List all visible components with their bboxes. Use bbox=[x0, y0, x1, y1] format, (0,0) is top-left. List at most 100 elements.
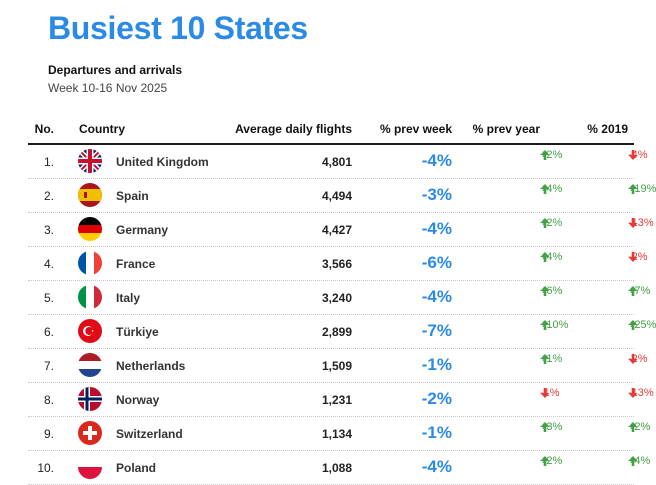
arrow-down-icon bbox=[540, 388, 550, 398]
country-name: Netherlands bbox=[116, 359, 186, 373]
country-name: Germany bbox=[116, 223, 169, 237]
rank-number: 5. bbox=[43, 291, 54, 305]
table-row: 2. Spain 4,494 -3% +4% +19% bbox=[28, 179, 656, 213]
vs-2019-value: -13% bbox=[628, 217, 654, 229]
arrow-down-icon bbox=[628, 252, 638, 262]
switzerland-flag-icon bbox=[78, 421, 102, 445]
prev-year-value: +2% bbox=[540, 149, 563, 161]
vs-2019-value: +19% bbox=[628, 183, 656, 195]
country-name: Switzerland bbox=[116, 427, 183, 441]
avg-daily-flights: 4,427 bbox=[321, 223, 352, 237]
avg-daily-flights: 1,134 bbox=[321, 427, 352, 441]
arrow-up-icon bbox=[628, 286, 638, 296]
prev-week-change: -1% bbox=[421, 355, 452, 374]
table-row: 8. Norway 1,231 -2% -1% -13% bbox=[28, 383, 654, 417]
vs-2019-value: +7% bbox=[628, 285, 651, 297]
spain-flag-icon bbox=[78, 183, 102, 207]
table-row: 6. Türkiye 2,899 -7% +10% +25% bbox=[28, 315, 656, 349]
vs-2019-value: +2% bbox=[628, 421, 651, 433]
arrow-up-icon bbox=[628, 320, 638, 330]
prev-year-value: -1% bbox=[540, 387, 560, 399]
avg-daily-flights: 3,240 bbox=[321, 291, 352, 305]
country-name: Poland bbox=[116, 461, 157, 475]
states-table: No. Country Average daily flights % prev… bbox=[28, 116, 656, 485]
vs-2019-value: +25% bbox=[628, 319, 656, 331]
header-country: Country bbox=[79, 122, 125, 136]
prev-week-change: -2% bbox=[421, 389, 452, 408]
vs-2019-value: +4% bbox=[628, 455, 651, 467]
table-row: 9. Switzerland 1,134 -1% +3% +2% bbox=[28, 417, 650, 451]
arrow-up-icon bbox=[540, 184, 550, 194]
prev-week-change: -3% bbox=[421, 185, 452, 204]
prev-week-change: -4% bbox=[421, 151, 452, 170]
rank-number: 1. bbox=[43, 155, 54, 169]
prev-year-value: +1% bbox=[540, 353, 563, 365]
arrow-up-icon bbox=[540, 218, 550, 228]
prev-year-value: +2% bbox=[540, 217, 563, 229]
rank-number: 4. bbox=[43, 257, 54, 271]
page-subtitle: Departures and arrivals bbox=[48, 63, 183, 77]
rank-number: 6. bbox=[43, 325, 54, 339]
avg-daily-flights: 1,231 bbox=[321, 393, 352, 407]
avg-daily-flights: 4,801 bbox=[321, 155, 352, 169]
poland-flag-icon bbox=[78, 455, 102, 479]
netherlands-flag-icon bbox=[78, 353, 102, 377]
period-label: Week 10-16 Nov 2025 bbox=[48, 81, 168, 95]
table-row: 7. Netherlands 1,509 -1% +1% -2% bbox=[28, 349, 648, 383]
vs-2019-value: -13% bbox=[628, 387, 654, 399]
rank-number: 7. bbox=[43, 359, 54, 373]
arrow-up-icon bbox=[628, 422, 638, 432]
rank-number: 2. bbox=[43, 189, 54, 203]
prev-year-value: +10% bbox=[540, 319, 569, 331]
prev-year-value: +2% bbox=[540, 455, 563, 467]
table-header: No. Country Average daily flights % prev… bbox=[28, 116, 634, 145]
arrow-down-icon bbox=[628, 354, 638, 364]
table-row: 10. Poland 1,088 -4% +2% +4% bbox=[28, 451, 650, 485]
avg-daily-flights: 2,899 bbox=[321, 325, 352, 339]
prev-week-change: -6% bbox=[421, 253, 452, 272]
prev-week-change: -7% bbox=[421, 321, 452, 340]
header-prev-week: % prev week bbox=[379, 122, 452, 136]
country-name: Türkiye bbox=[116, 325, 159, 339]
rank-number: 10. bbox=[37, 461, 54, 475]
prev-week-change: -4% bbox=[421, 457, 452, 476]
germany-flag-icon bbox=[78, 217, 102, 241]
norway-flag-icon bbox=[78, 387, 102, 411]
arrow-down-icon bbox=[628, 150, 638, 160]
country-name: United Kingdom bbox=[116, 155, 209, 169]
arrow-down-icon bbox=[628, 388, 638, 398]
table-row: 4. France 3,566 -6% +4% -2% bbox=[28, 247, 648, 281]
header-avg: Average daily flights bbox=[235, 122, 352, 136]
arrow-up-icon bbox=[540, 320, 550, 330]
page-title: Busiest 10 States bbox=[48, 10, 308, 46]
arrow-up-icon bbox=[628, 456, 638, 466]
prev-year-value: +3% bbox=[540, 421, 563, 433]
arrow-up-icon bbox=[540, 456, 550, 466]
italy-flag-icon bbox=[78, 285, 102, 309]
rank-number: 9. bbox=[43, 427, 54, 441]
table-row: 3. Germany 4,427 -4% +2% -13% bbox=[28, 213, 654, 247]
prev-week-change: -1% bbox=[421, 423, 452, 442]
uk-flag-icon bbox=[78, 149, 102, 173]
vs-2019-value: -4% bbox=[628, 149, 648, 161]
country-name: Norway bbox=[116, 393, 160, 407]
arrow-down-icon bbox=[628, 218, 638, 228]
prev-year-value: +6% bbox=[540, 285, 563, 297]
arrow-up-icon bbox=[540, 252, 550, 262]
vs-2019-value: -2% bbox=[628, 251, 648, 263]
arrow-up-icon bbox=[540, 150, 550, 160]
rank-number: 8. bbox=[43, 393, 54, 407]
table-row: 5. Italy 3,240 -4% +6% +7% bbox=[28, 281, 650, 315]
table-row: 1. United Kingdom 4,801 -4% +2% -4% bbox=[28, 145, 648, 179]
country-name: Spain bbox=[116, 189, 149, 203]
header-no: No. bbox=[34, 122, 54, 136]
country-name: Italy bbox=[116, 291, 141, 305]
avg-daily-flights: 1,509 bbox=[321, 359, 352, 373]
prev-week-change: -4% bbox=[421, 287, 452, 306]
prev-year-value: +4% bbox=[540, 183, 563, 195]
avg-daily-flights: 1,088 bbox=[321, 461, 352, 475]
country-name: France bbox=[116, 257, 156, 271]
prev-week-change: -4% bbox=[421, 219, 452, 238]
arrow-up-icon bbox=[628, 184, 638, 194]
vs-2019-value: -2% bbox=[628, 353, 648, 365]
